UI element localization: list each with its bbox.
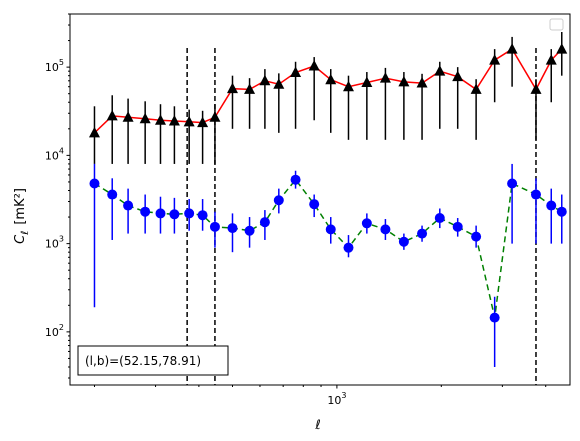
series-1-point [489, 54, 501, 65]
series-2-point [155, 208, 166, 219]
series-1-point [308, 59, 320, 71]
series-1-point [88, 126, 100, 138]
y-tick-label: 102 [45, 323, 64, 339]
series-2-point [227, 223, 238, 234]
series-1-point [556, 43, 568, 54]
y-axis-label-unit: [mK²] [13, 188, 28, 225]
series-2-point [197, 210, 208, 221]
series-2-point [530, 189, 541, 200]
series-1-point [379, 72, 391, 83]
series-2-point [309, 199, 320, 210]
series-2-line [94, 178, 563, 318]
legend-box [549, 18, 564, 31]
series-1-point [398, 75, 410, 87]
y-tick-label: 103 [45, 235, 64, 251]
series-1-point [139, 112, 151, 124]
series-2-point [325, 224, 336, 235]
series-2-point [471, 231, 482, 242]
series-1-point [434, 65, 446, 76]
annotation-text: (l,b)=(52.15,78.91) [85, 354, 201, 368]
series-2-point [398, 236, 409, 247]
series-2-point [452, 221, 463, 232]
y-tick-label: 104 [45, 146, 64, 162]
series-2-point [361, 218, 372, 229]
series-1-point [273, 78, 285, 89]
annotation-box [77, 345, 229, 376]
series-1-point [416, 77, 428, 88]
series-2-point [259, 217, 270, 228]
series-2-point [489, 312, 500, 323]
series-1-point [122, 111, 134, 122]
series-2-point [546, 200, 557, 211]
series-2-point [507, 178, 518, 189]
y-axis-label-symbol: C [13, 234, 28, 244]
series-1-point [530, 83, 542, 94]
x-tick-label: 103 [327, 391, 346, 407]
series-1-point [197, 116, 209, 128]
series-2-point [184, 208, 195, 219]
series-2-point [209, 221, 220, 232]
series-2-point [169, 209, 180, 220]
series-1-point [342, 80, 354, 92]
series-1-point [361, 76, 373, 87]
series-1-point [506, 43, 518, 54]
series-1-point [154, 114, 166, 125]
series-1-point [106, 109, 118, 121]
series-2-point [556, 206, 567, 217]
series-1-point [209, 111, 221, 122]
series-1-point [226, 82, 238, 94]
series-2-point [123, 200, 134, 211]
series-1-point [470, 83, 482, 94]
y-axis-label: Cℓ [mK²] [13, 188, 31, 244]
series-2-point [434, 213, 445, 224]
series-1-point [168, 115, 180, 126]
series-2-point [290, 174, 301, 185]
series-1-point [545, 54, 557, 65]
series-2-point [244, 225, 255, 236]
y-tick-label: 105 [45, 58, 64, 74]
series-2-point [417, 228, 428, 239]
svg-text:Cℓ[mK²]: Cℓ [mK²] [13, 188, 31, 244]
x-axis-label: ℓ [314, 418, 320, 433]
series-2-point [107, 189, 118, 200]
series-1-point [290, 66, 302, 77]
series-2-point [380, 224, 391, 235]
plot-frame [69, 13, 571, 386]
series-2-point [140, 206, 151, 217]
series-1-point [183, 115, 195, 127]
series-2-point [343, 242, 354, 253]
y-axis-label-subscript: ℓ [20, 231, 31, 235]
series-2-point [89, 178, 100, 189]
series-1-point [325, 73, 337, 85]
series-1-point [452, 70, 464, 82]
series-1-point [244, 83, 256, 94]
series-2-point [273, 195, 284, 206]
series-1-point [259, 74, 271, 86]
